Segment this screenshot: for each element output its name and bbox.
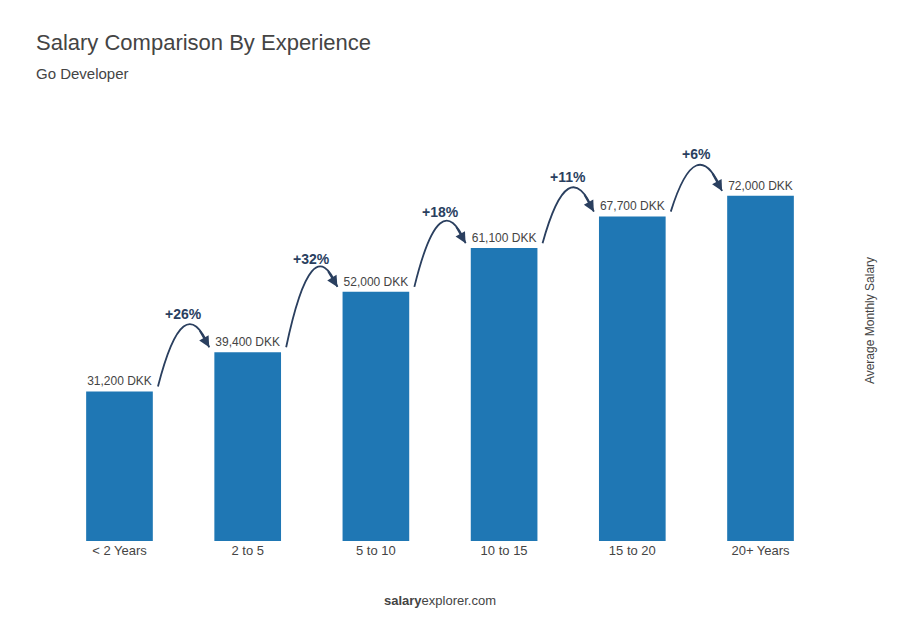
svg-text:61,100 DKK: 61,100 DKK [472, 231, 537, 245]
svg-text:Go Developer: Go Developer [36, 65, 129, 82]
svg-text:52,000 DKK: 52,000 DKK [344, 275, 409, 289]
svg-text:+6%: +6% [682, 146, 711, 162]
svg-text:15 to 20: 15 to 20 [609, 543, 656, 558]
svg-text:20+ Years: 20+ Years [731, 543, 790, 558]
svg-text:+11%: +11% [550, 169, 586, 185]
svg-text:31,200 DKK: 31,200 DKK [87, 374, 152, 388]
svg-text:+18%: +18% [422, 204, 459, 220]
svg-text:+32%: +32% [293, 251, 330, 267]
svg-text:Average Monthly Salary: Average Monthly Salary [863, 257, 877, 384]
svg-text:39,400 DKK: 39,400 DKK [215, 335, 280, 349]
svg-text:< 2 Years: < 2 Years [92, 543, 147, 558]
svg-text:5 to 10: 5 to 10 [356, 543, 396, 558]
svg-text:10 to 15: 10 to 15 [481, 543, 528, 558]
svg-text:salaryexplorer.com: salaryexplorer.com [384, 593, 496, 608]
svg-text:2 to 5: 2 to 5 [231, 543, 264, 558]
svg-text:72,000 DKK: 72,000 DKK [728, 179, 793, 193]
svg-text:+26%: +26% [165, 306, 202, 322]
svg-text:67,700 DKK: 67,700 DKK [600, 199, 665, 213]
svg-text:Salary Comparison By Experienc: Salary Comparison By Experience [36, 30, 371, 55]
